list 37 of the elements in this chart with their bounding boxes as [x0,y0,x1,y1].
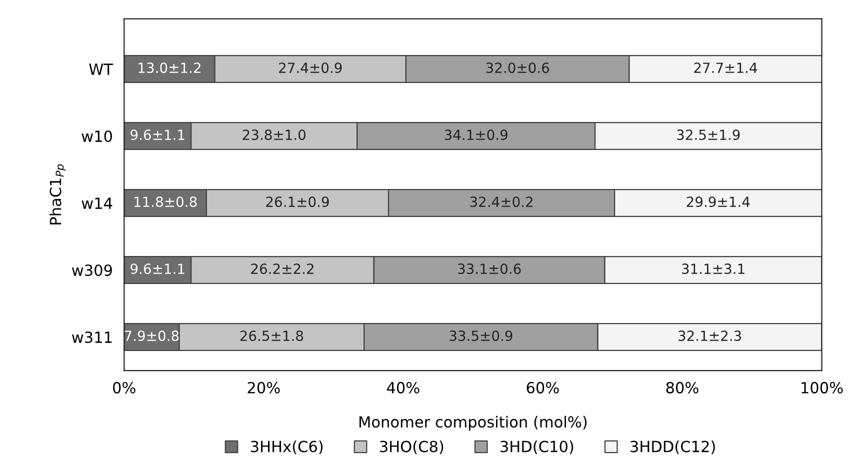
y-tick-label: WT [89,64,114,75]
data-label: 33.5±0.9 [450,330,512,342]
data-label: 13.0±1.2 [138,62,200,74]
data-label: 26.1±0.9 [266,196,329,208]
x-tick-label: 20% [248,382,280,394]
data-label: 26.2±2.2 [251,264,314,274]
y-tick-label: w311 [72,331,112,344]
data-label: 32.1±2.3 [678,330,741,342]
x-tick-label: 0% [113,382,136,394]
data-label: 32.0±0.6 [486,62,550,74]
data-label: 23.8±1.0 [242,130,306,140]
data-label: 27.4±0.9 [279,62,342,74]
legend-label: 3HO(C8) [380,440,444,454]
x-tick-label: 80% [666,382,698,394]
y-tick-label: w14 [82,198,112,209]
x-tick-label: 60% [526,382,559,394]
data-label: 9.6±1.1 [130,130,184,140]
y-tick-label: w309 [72,264,112,276]
data-label: 32.4±0.2 [470,196,532,208]
x-axis-title: Monomer composition (mol%) [359,416,587,431]
data-label: 32.5±1.9 [677,130,740,140]
data-label: 26.5±1.8 [240,330,304,342]
x-tick-label: 100% [802,382,843,394]
y-axis-title: PhaC1$_{Pp}$ [49,164,66,224]
data-label: 9.6±1.1 [130,264,184,274]
legend-label: 3HDD(C12) [630,440,715,454]
data-label: 11.8±0.8 [134,196,197,208]
data-label: 7.9±0.8 [124,330,179,342]
legend-label: 3HD(C10) [500,440,574,454]
data-label: 29.9±1.4 [686,196,750,208]
y-tick-label: w10 [82,130,112,142]
data-label: 31.1±3.1 [682,264,744,274]
legend-label: 3HHx(C6) [251,440,323,454]
x-tick-label: 40% [386,382,420,394]
data-label: 27.7±1.4 [694,62,758,73]
data-label: 33.1±0.6 [458,264,521,274]
data-label: 34.1±0.9 [444,130,508,140]
